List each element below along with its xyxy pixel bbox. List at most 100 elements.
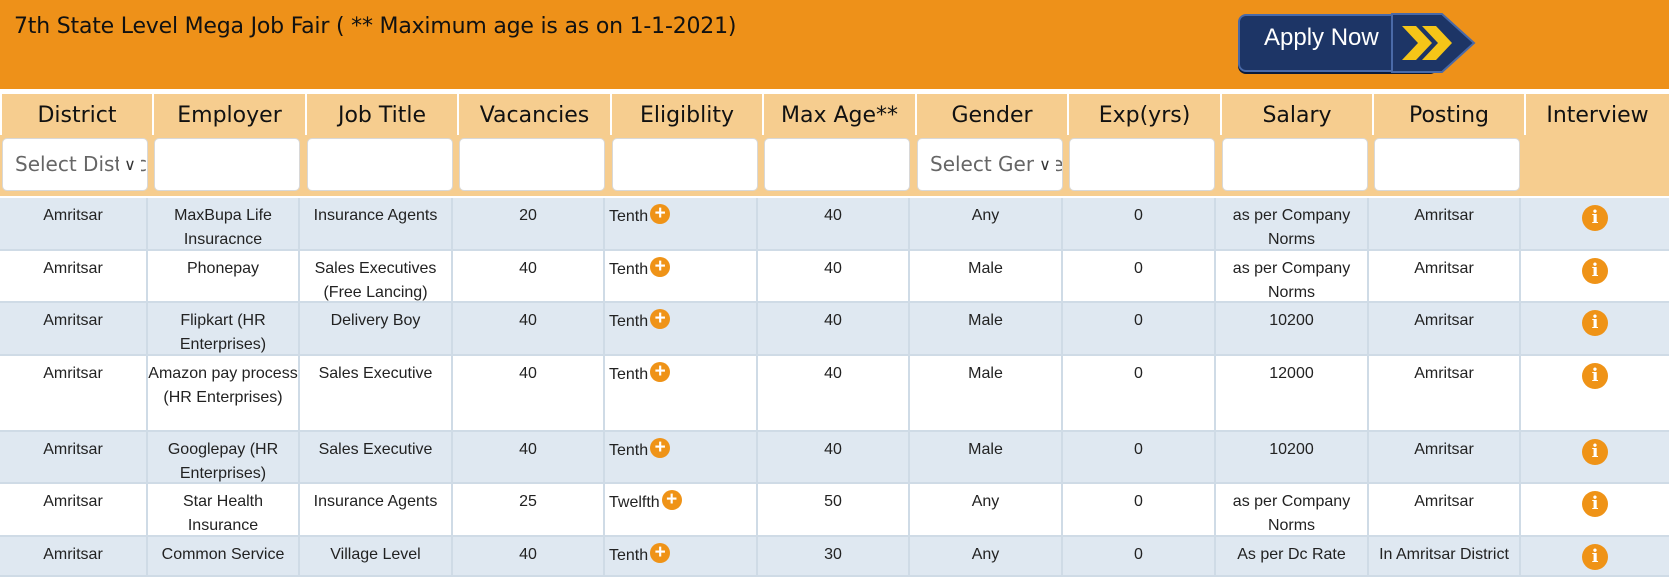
- eligibility-cell: Twelfth +: [603, 484, 756, 535]
- salary-cell: 10200: [1214, 303, 1367, 354]
- eligibility-cell: Tenth +: [603, 356, 756, 430]
- column-header: Exp(yrs): [1067, 94, 1220, 135]
- exp-cell: 0: [1061, 198, 1214, 249]
- exp-filter-input[interactable]: [1069, 138, 1215, 191]
- table-row: Amritsar Common Service Village Level 40 Ten…: [0, 537, 1669, 577]
- job-title-cell: Insurance Agents: [298, 484, 451, 535]
- district-cell: Amritsar: [43, 546, 103, 563]
- chevron-down-icon: ∨: [119, 139, 141, 190]
- table-row: Amritsar Phonepay Sales Executives (Free L…: [0, 251, 1669, 303]
- exp-cell: 0: [1061, 303, 1214, 354]
- column-header: Job Title: [305, 94, 457, 135]
- job-title-cell: Sales Executive: [298, 356, 451, 430]
- gender-cell: Male: [908, 303, 1061, 354]
- posting-filter-input[interactable]: [1374, 138, 1520, 191]
- eligibility-cell: Tenth +: [603, 251, 756, 301]
- employer-cell: Flipkart (HR Enterprises): [146, 303, 298, 354]
- job-title-cell: Delivery Boy: [298, 303, 451, 354]
- plus-circle-icon[interactable]: +: [650, 309, 671, 329]
- plus-circle-icon[interactable]: +: [650, 362, 671, 382]
- column-header: Vacancies: [457, 94, 610, 135]
- eligibility-cell: Tenth +: [603, 198, 756, 249]
- gender-cell: Any: [908, 198, 1061, 249]
- employer-cell: Common Service: [146, 537, 298, 575]
- exp-cell: 0: [1061, 432, 1214, 482]
- max-age-cell: 40: [756, 198, 908, 249]
- salary-filter-input[interactable]: [1222, 138, 1368, 191]
- employer-cell: Phonepay: [146, 251, 298, 301]
- table-row: Amritsar Amazon pay process (HR Enterpris…: [0, 356, 1669, 432]
- table-row: Amritsar Flipkart (HR Enterprises) Deliver…: [0, 303, 1669, 356]
- vacancies-filter-input[interactable]: [459, 138, 605, 191]
- max-age-filter-input[interactable]: [764, 138, 910, 191]
- interview-cell: i: [1519, 432, 1669, 482]
- employer-cell: Googlepay (HR Enterprises): [146, 432, 298, 482]
- eligibility-text: Tenth: [609, 442, 649, 459]
- gender-select[interactable]: Select Gender ∨: [917, 138, 1063, 191]
- column-header: District: [0, 94, 152, 135]
- column-header: Employer: [152, 94, 305, 135]
- district-cell: Amritsar: [43, 365, 103, 382]
- posting-cell: Amritsar: [1367, 432, 1519, 482]
- eligibility-cell: Tenth +: [603, 537, 756, 575]
- filter-row: Select District ∨ Select Gender ∨: [0, 135, 1669, 196]
- posting-cell: Amritsar: [1367, 484, 1519, 535]
- table-row: Amritsar Googlepay (HR Enterprises) Sales …: [0, 432, 1669, 484]
- eligibility-cell: Tenth +: [603, 303, 756, 354]
- job-title-filter-input[interactable]: [307, 138, 453, 191]
- chevron-down-icon: ∨: [1034, 139, 1056, 190]
- table-row: Amritsar MaxBupa Life Insuracnce Insurance…: [0, 198, 1669, 251]
- info-icon[interactable]: i: [1582, 544, 1608, 570]
- interview-cell: i: [1519, 484, 1669, 535]
- info-icon[interactable]: i: [1582, 363, 1608, 389]
- employer-filter-input[interactable]: [154, 138, 300, 191]
- column-header: Posting: [1372, 94, 1524, 135]
- column-header: Max Age**: [762, 94, 915, 135]
- info-icon[interactable]: i: [1582, 310, 1608, 336]
- posting-cell: Amritsar: [1367, 356, 1519, 430]
- gender-cell: Male: [908, 356, 1061, 430]
- district-select[interactable]: Select District ∨: [2, 138, 148, 191]
- salary-cell: As per Dc Rate: [1214, 537, 1367, 575]
- plus-circle-icon[interactable]: +: [650, 204, 671, 224]
- employer-cell: Star Health Insurance: [146, 484, 298, 535]
- district-cell: Amritsar: [43, 260, 103, 277]
- vacancies-cell: 40: [451, 432, 603, 482]
- max-age-cell: 40: [756, 356, 908, 430]
- double-chevron-icon: [1391, 13, 1476, 73]
- salary-cell: as per Company Norms: [1214, 198, 1367, 249]
- max-age-cell: 40: [756, 251, 908, 301]
- table-header-row: District Employer Job Title Vacancies Eligib…: [0, 94, 1669, 135]
- info-icon[interactable]: i: [1582, 258, 1608, 284]
- job-title-cell: Sales Executives (Free Lancing): [298, 251, 451, 301]
- info-icon[interactable]: i: [1582, 439, 1608, 465]
- vacancies-cell: 40: [451, 537, 603, 575]
- max-age-cell: 30: [756, 537, 908, 575]
- interview-cell: i: [1519, 303, 1669, 354]
- posting-cell: Amritsar: [1367, 198, 1519, 249]
- column-header: Gender: [915, 94, 1067, 135]
- eligibility-text: Tenth: [609, 208, 649, 225]
- plus-circle-icon[interactable]: +: [661, 490, 682, 510]
- eligibility-cell: Tenth +: [603, 432, 756, 482]
- interview-cell: i: [1519, 198, 1669, 249]
- posting-cell: Amritsar: [1367, 251, 1519, 301]
- job-title-cell: Village Level: [298, 537, 451, 575]
- info-icon[interactable]: i: [1582, 205, 1608, 231]
- column-header: Interview: [1524, 94, 1669, 135]
- eligibility-text: Tenth: [609, 313, 649, 330]
- job-title-cell: Insurance Agents: [298, 198, 451, 249]
- posting-cell: In Amritsar District: [1367, 537, 1519, 575]
- plus-circle-icon[interactable]: +: [650, 257, 671, 277]
- eligibility-filter-input[interactable]: [612, 138, 758, 191]
- info-icon[interactable]: i: [1582, 491, 1608, 517]
- plus-circle-icon[interactable]: +: [650, 543, 671, 563]
- apply-now-button[interactable]: Apply Now: [1238, 12, 1476, 74]
- plus-circle-icon[interactable]: +: [650, 438, 671, 458]
- exp-cell: 0: [1061, 251, 1214, 301]
- employer-cell: Amazon pay process (HR Enterprises): [146, 356, 298, 430]
- district-cell: Amritsar: [43, 493, 103, 510]
- vacancies-cell: 40: [451, 356, 603, 430]
- gender-cell: Male: [908, 432, 1061, 482]
- salary-cell: 10200: [1214, 432, 1367, 482]
